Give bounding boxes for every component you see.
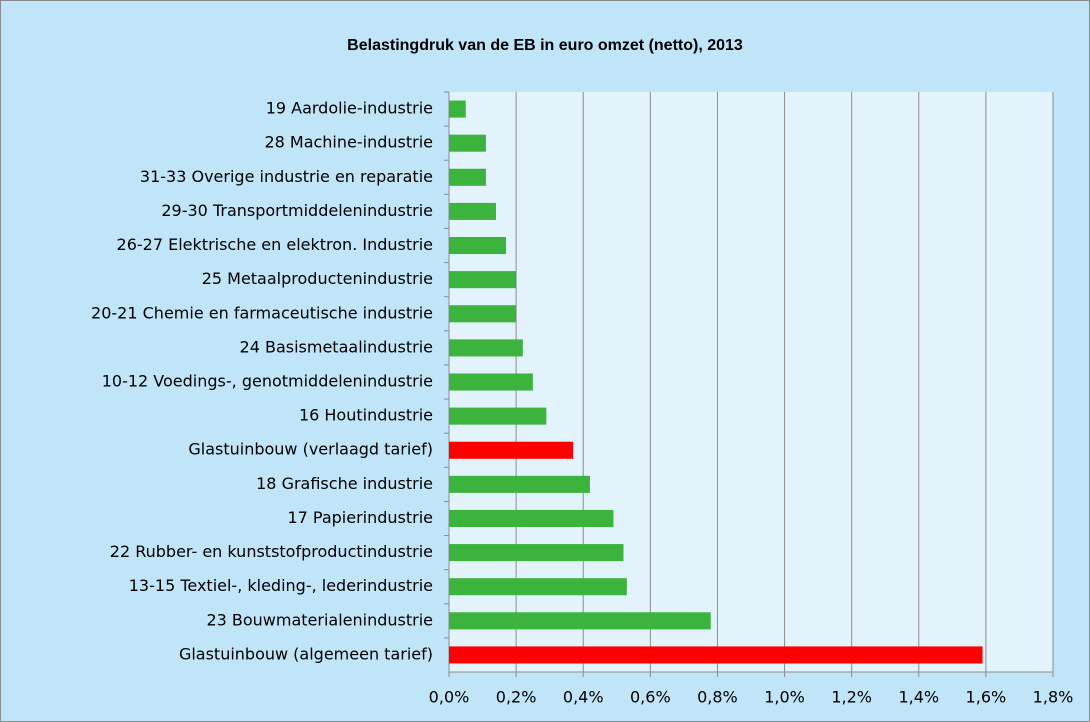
x-tick-label: 0,8% — [697, 688, 738, 707]
x-tick-label: 1,2% — [831, 688, 872, 707]
bar — [449, 441, 574, 459]
y-tick-label: 25 Metaalproductenindustrie — [202, 269, 433, 288]
bar — [449, 646, 983, 664]
chart-title: Belastingdruk van de EB in euro omzet (n… — [347, 37, 743, 54]
y-tick-label: 18 Grafische industrie — [256, 474, 433, 493]
y-tick-label: 31-33 Overige industrie en reparatie — [140, 167, 433, 186]
bar — [449, 339, 523, 357]
bar — [449, 612, 711, 630]
bar — [449, 475, 590, 493]
y-tick-label: 19 Aardolie-industrie — [266, 99, 433, 118]
y-tick-label: 17 Papierindustrie — [287, 508, 433, 527]
x-tick-label: 1,0% — [764, 688, 805, 707]
bar — [449, 271, 517, 289]
bar — [449, 509, 614, 527]
bar — [449, 202, 496, 220]
bar — [449, 134, 486, 152]
bar — [449, 305, 517, 323]
bar — [449, 237, 507, 255]
bar — [449, 168, 486, 186]
y-tick-label: 26-27 Elektrische en elektron. Industrie — [117, 235, 433, 254]
x-tick-label: 1,8% — [1033, 688, 1074, 707]
x-tick-label: 0,2% — [496, 688, 537, 707]
x-tick-label: 0,0% — [429, 688, 470, 707]
bar — [449, 544, 624, 562]
bar — [449, 373, 533, 391]
y-tick-label: 24 Basismetaalindustrie — [240, 337, 433, 356]
bar — [449, 578, 627, 596]
y-tick-label: 28 Machine-industrie — [264, 133, 433, 152]
y-tick-label: 29-30 Transportmiddelenindustrie — [161, 201, 433, 220]
y-tick-label: Glastuinbouw (verlaagd tarief) — [188, 440, 433, 459]
x-tick-label: 1,4% — [898, 688, 939, 707]
plot-area — [449, 92, 1053, 672]
y-tick-label: 10-12 Voedings-, genotmiddelenindustrie — [102, 372, 433, 391]
y-tick-label: 13-15 Textiel-, kleding-, lederindustrie — [129, 576, 433, 595]
y-tick-label: Glastuinbouw (algemeen tarief) — [179, 644, 433, 663]
y-tick-label: 22 Rubber- en kunststofproductindustrie — [110, 542, 433, 561]
y-tick-label: 20-21 Chemie en farmaceutische industrie — [91, 303, 433, 322]
bar — [449, 100, 466, 118]
y-tick-label: 16 Houtindustrie — [299, 406, 433, 425]
bar — [449, 407, 547, 425]
x-tick-label: 0,4% — [563, 688, 604, 707]
x-tick-label: 0,6% — [630, 688, 671, 707]
x-tick-label: 1,6% — [966, 688, 1007, 707]
y-tick-label: 23 Bouwmaterialenindustrie — [206, 610, 433, 629]
